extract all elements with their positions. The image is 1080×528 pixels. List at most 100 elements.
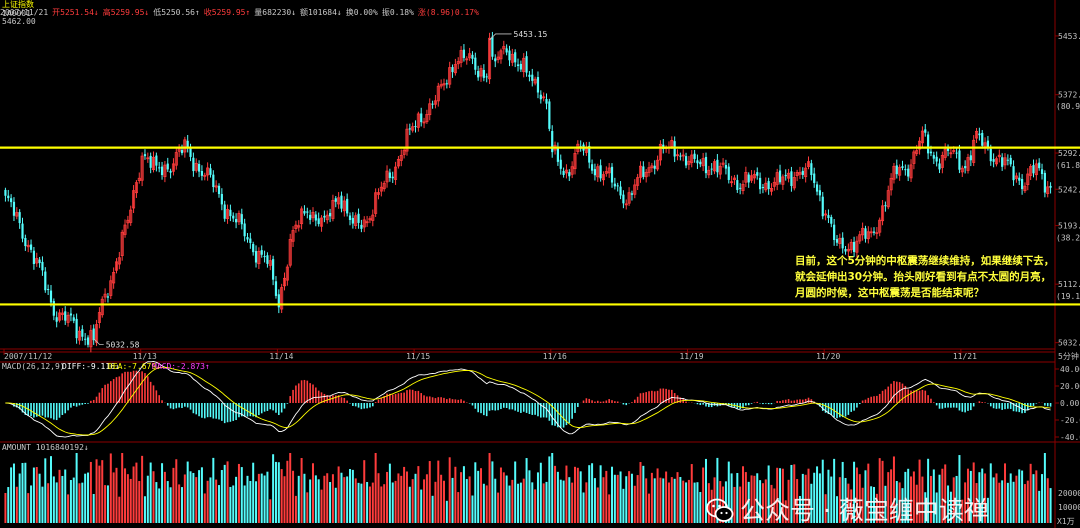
- amount-bar: [554, 465, 557, 523]
- amount-bar: [736, 472, 739, 523]
- amount-bar: [602, 477, 605, 523]
- candle-down: [451, 67, 454, 73]
- candle-down: [494, 58, 497, 62]
- candle-down: [266, 255, 269, 264]
- amount-bar: [1032, 474, 1035, 523]
- amount-bar: [964, 482, 967, 523]
- amount-bar: [252, 462, 255, 523]
- candle-up: [838, 237, 842, 244]
- quote-low: 低5250.56↑: [153, 8, 200, 17]
- candle-up: [769, 187, 773, 192]
- candle-down: [24, 238, 27, 247]
- amount-bar: [824, 494, 827, 523]
- candle-down: [699, 161, 702, 165]
- amount-bar: [64, 469, 67, 523]
- amount-bar: [451, 477, 454, 523]
- amount-bar: [605, 470, 608, 523]
- candle-up: [152, 156, 156, 171]
- candle-down: [964, 166, 967, 169]
- macd-tick-label: 40.00: [1060, 365, 1080, 374]
- candle-up: [194, 162, 198, 171]
- amount-bar: [995, 473, 998, 523]
- amount-bar: [163, 471, 166, 523]
- candle-up: [280, 287, 284, 310]
- candle-down: [958, 150, 961, 170]
- amount-bar: [648, 493, 651, 523]
- amount-bar: [855, 467, 858, 523]
- candle-up: [163, 164, 167, 178]
- amount-bar: [1046, 478, 1049, 523]
- candle-up: [448, 67, 452, 85]
- amount-bar: [161, 463, 164, 523]
- amount-bar: [875, 493, 878, 523]
- amount-bar: [374, 453, 377, 523]
- candle-down: [212, 174, 215, 188]
- time-tick-label: 11/16: [543, 352, 567, 361]
- candle-up: [881, 205, 885, 222]
- amount-bar: [784, 500, 787, 523]
- amount-bar: [326, 473, 329, 523]
- price-tick-label: 5292.5: [1058, 149, 1080, 158]
- candle-up: [331, 200, 335, 219]
- candle-down: [932, 155, 935, 159]
- amount-bar: [927, 458, 930, 523]
- amount-bar: [200, 467, 203, 523]
- amount-bar: [126, 474, 129, 523]
- amount-bar: [670, 477, 673, 523]
- amount-bar: [172, 467, 175, 523]
- amount-bar: [235, 476, 238, 523]
- candle-up: [214, 185, 218, 188]
- high-marker-line: [489, 33, 512, 41]
- candle-down: [813, 173, 816, 183]
- quote-header: 2007/11/21 开5251.54↓ 高5259.95↓ 低5250.56↑ 收52…: [0, 8, 483, 18]
- amount-bar: [534, 489, 537, 523]
- pct-tick-label: (61.8%): [1056, 161, 1080, 170]
- candle-down: [234, 219, 238, 223]
- candle-up: [479, 68, 483, 77]
- amount-bar: [867, 463, 870, 523]
- amount-bar: [835, 496, 838, 523]
- amount-bar: [864, 470, 867, 523]
- candle-up: [371, 214, 375, 221]
- amount-bar: [665, 471, 668, 523]
- candle-down: [309, 214, 312, 220]
- candle-up: [171, 163, 175, 172]
- amount-bar: [910, 476, 913, 523]
- candle-up: [499, 50, 503, 60]
- amount-bar: [84, 473, 87, 523]
- candle-up: [898, 166, 902, 176]
- candle-up: [58, 312, 62, 321]
- amount-tick-label: 100000: [1058, 503, 1080, 512]
- candle-down: [1049, 185, 1052, 188]
- amount-bar: [511, 479, 514, 523]
- amount-bar: [209, 477, 212, 523]
- amount-bar: [804, 474, 807, 523]
- candle-down: [348, 215, 352, 220]
- amount-bar: [742, 466, 745, 523]
- amount-bar: [733, 486, 736, 523]
- amount-bar: [645, 478, 648, 523]
- candle-up: [855, 240, 859, 253]
- candle-down: [559, 159, 562, 169]
- amount-bar: [998, 482, 1001, 523]
- amount-bar: [616, 474, 619, 523]
- amount-bar: [454, 466, 457, 523]
- amount-bar: [212, 457, 215, 523]
- candle-down: [1040, 169, 1044, 175]
- candle-down: [525, 56, 528, 73]
- amount-bar: [850, 489, 853, 523]
- candle-up: [920, 130, 924, 144]
- candle-up: [636, 177, 640, 186]
- amount-bar: [10, 467, 13, 523]
- candle-up: [718, 165, 722, 175]
- amount-bar: [818, 473, 821, 523]
- macd-tick-label: -20.00: [1060, 416, 1080, 425]
- candle-down: [1038, 162, 1041, 169]
- candle-up: [362, 219, 366, 228]
- candle-down: [830, 216, 833, 224]
- amount-bar: [246, 475, 249, 523]
- candle-up: [510, 53, 514, 63]
- candle-up: [707, 169, 711, 176]
- amount-bar: [431, 495, 434, 523]
- amount-bar: [311, 463, 314, 523]
